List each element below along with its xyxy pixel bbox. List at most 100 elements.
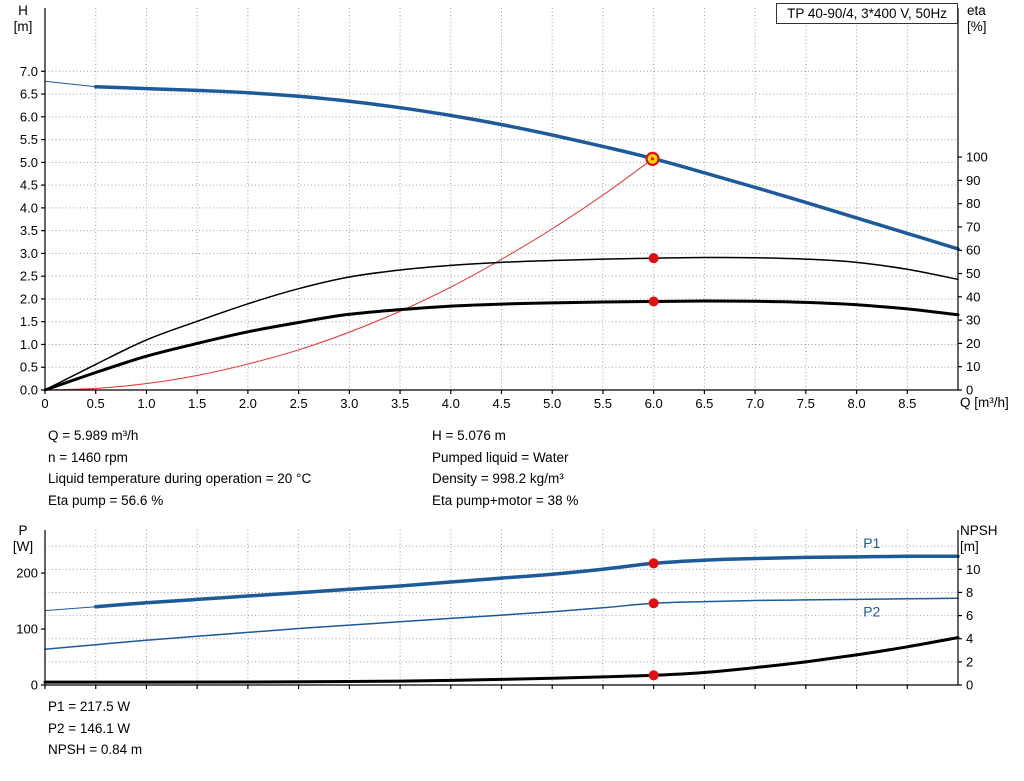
axis-title-line: P [18, 523, 28, 538]
eta-pump-motor-point [648, 296, 659, 307]
info-npsh: NPSH = 0.84 m [48, 742, 143, 757]
info-density: Density = 998.2 kg/m³ [432, 471, 564, 486]
x-tick-label: 0 [41, 396, 48, 411]
qh-eta-chart-series [43, 80, 960, 392]
eta-pump-motor-curve [43, 299, 960, 392]
system-curve [44, 158, 654, 391]
x-tick-label: 1.5 [188, 396, 206, 411]
power-npsh-chart: 0 100 200 0 2 4 6 8 10 P1 P2 [16, 530, 980, 693]
x-tick-label: 3.5 [391, 396, 409, 411]
power-npsh-data: P1 = 217.5 W P2 = 146.1 W NPSH = 0.84 m [48, 696, 142, 761]
npsh-curve [43, 636, 960, 684]
y-right-tick-label: 6 [966, 608, 973, 623]
axis-title-line: H [18, 3, 28, 18]
x-tick-label: 2.5 [290, 396, 308, 411]
axis-title-line: [W] [12, 539, 34, 554]
qh-eta-chart-axes [41, 8, 962, 394]
x-tick-label: 5.0 [543, 396, 561, 411]
y-left-tick-label: 100 [16, 622, 38, 637]
info-eta-pump-motor: Eta pump+motor = 38 % [432, 492, 579, 508]
y-right-tick-label: 2 [966, 654, 973, 669]
y-right-tick-label: 20 [966, 336, 980, 351]
x-tick-label: 6.0 [645, 396, 663, 411]
qh-curve-lead [44, 80, 97, 88]
power-npsh-chart-tick-labels: 0 100 200 0 2 4 6 8 10 [16, 562, 980, 693]
y-right-tick-label: 50 [966, 266, 980, 281]
x-tick-label: 0.5 [87, 396, 105, 411]
p1-curve [93, 554, 960, 609]
info-flow: Q = 5.989 m³/h [48, 428, 139, 443]
info-pumped-liquid: Pumped liquid = Water [432, 449, 569, 465]
info-speed: n = 1460 rpm [48, 449, 128, 465]
x-tick-label: 8.5 [898, 396, 916, 411]
y-right-tick-label: 10 [966, 359, 980, 374]
y-left-tick-label: 2.5 [20, 269, 38, 284]
y-left-tick-label: 5.0 [20, 155, 38, 170]
y-left-tick-label: 4.0 [20, 200, 38, 215]
y-right-tick-label: 100 [966, 150, 988, 165]
y-left-tick-label: 0.0 [20, 383, 38, 398]
y-left-tick-label: 2.0 [20, 291, 38, 306]
x-axis-title: Q [m³/h] [960, 395, 1009, 410]
axis-title-line: eta [967, 3, 986, 18]
operating-data-left: Q = 5.989 m³/h n = 1460 rpm Liquid tempe… [48, 425, 311, 511]
y-right-tick-label: 70 [966, 219, 980, 234]
eta-pump-point [648, 253, 659, 264]
y-right-tick-label: 0 [966, 678, 973, 693]
y-right-tick-label: 10 [966, 562, 980, 577]
info-p1: P1 = 217.5 W [48, 699, 131, 714]
qh-eta-chart-grid [45, 8, 958, 390]
info-p2: P2 = 146.1 W [48, 720, 131, 736]
axis-title-line: [m] [960, 539, 979, 554]
info-eta-pump: Eta pump = 56.6 % [48, 492, 164, 508]
x-tick-label: 2.0 [239, 396, 257, 411]
x-tick-label: 3.0 [340, 396, 358, 411]
axis-title-line: NPSH [960, 523, 998, 538]
y-right-tick-label: 30 [966, 313, 980, 328]
x-tick-label: 8.0 [848, 396, 866, 411]
y-left-tick-label: 200 [16, 566, 38, 581]
power-npsh-chart-grid [45, 530, 958, 685]
y-right-tick-label: 90 [966, 173, 980, 188]
p1-curve-lead [44, 606, 97, 612]
x-tick-label: 6.5 [695, 396, 713, 411]
p2-point [648, 598, 659, 609]
info-head: H = 5.076 m [432, 428, 506, 443]
duty-point-center [650, 157, 655, 161]
bottom-chart-left-axis-title: P [W] [6, 523, 40, 555]
x-tick-label: 4.0 [442, 396, 460, 411]
operating-data-right: H = 5.076 m Pumped liquid = Water Densit… [432, 425, 578, 511]
y-left-tick-label: 6.0 [20, 109, 38, 124]
eta-pump-curve [44, 256, 959, 391]
info-liquid-temperature: Liquid temperature during operation = 20… [48, 471, 312, 486]
p1-point [648, 558, 659, 569]
y-right-tick-label: 80 [966, 196, 980, 211]
y-right-tick-label: 60 [966, 243, 980, 258]
y-left-tick-label: 6.5 [20, 87, 38, 102]
y-left-tick-label: 3.0 [20, 246, 38, 261]
qh-eta-chart: 0.0 0.5 1.0 1.5 2.0 2.5 3.0 3.5 4.0 4.5 5.0 5.5 6.0 6… [20, 8, 988, 411]
top-chart-left-axis-title: H [m] [6, 3, 40, 35]
power-npsh-chart-series [43, 554, 960, 684]
y-right-tick-label: 4 [966, 631, 973, 646]
x-tick-label: 7.0 [746, 396, 764, 411]
x-tick-label: 5.5 [594, 396, 612, 411]
pump-model-label: TP 40-90/4, 3*400 V, 50Hz [787, 6, 947, 21]
y-left-tick-label: 1.0 [20, 337, 38, 352]
y-right-tick-label: 40 [966, 289, 980, 304]
x-tick-label: 1.0 [137, 396, 155, 411]
p2-curve [44, 597, 959, 650]
curve-label-p1: P1 [863, 535, 880, 551]
y-right-tick-label: 8 [966, 585, 973, 600]
x-tick-label: 7.5 [797, 396, 815, 411]
y-left-tick-label: 5.5 [20, 132, 38, 147]
qh-curve [93, 85, 960, 251]
y-left-tick-label: 3.5 [20, 223, 38, 238]
y-left-tick-label: 0 [31, 678, 38, 693]
x-tick-label: 4.5 [492, 396, 510, 411]
axis-title-line: [m] [13, 19, 33, 34]
pump-model-box: TP 40-90/4, 3*400 V, 50Hz [776, 3, 958, 24]
y-right-tick-label: 0 [966, 383, 973, 398]
top-chart-right-axis-title: eta [%] [967, 3, 987, 35]
